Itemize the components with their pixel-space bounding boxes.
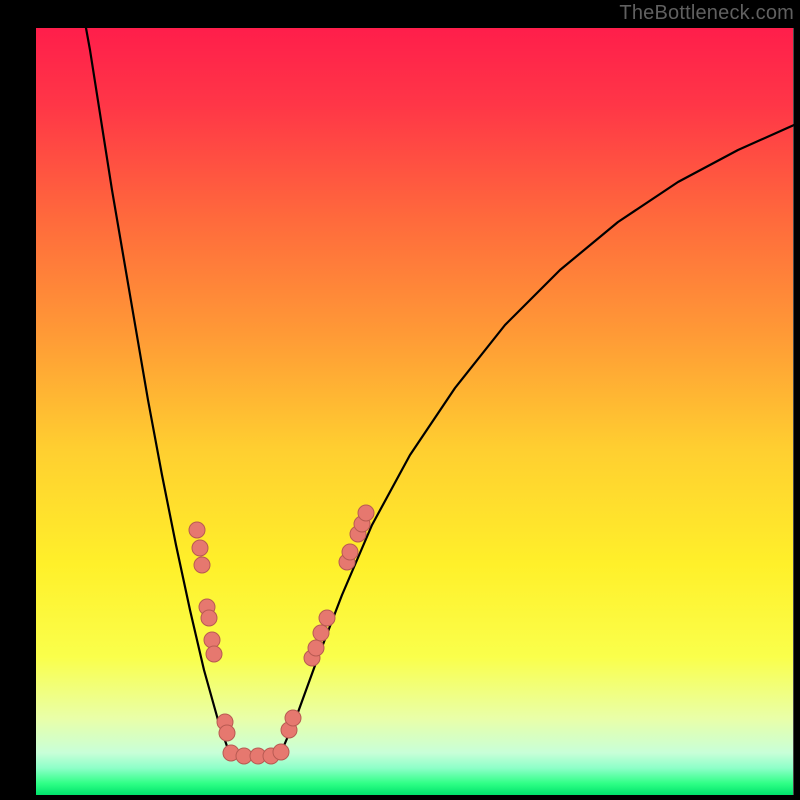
data-marker <box>358 505 374 521</box>
data-marker <box>189 522 205 538</box>
data-marker <box>219 725 235 741</box>
data-marker <box>342 544 358 560</box>
data-marker <box>313 625 329 641</box>
plot-area <box>36 28 794 795</box>
data-marker <box>285 710 301 726</box>
watermark-text: TheBottleneck.com <box>619 2 794 25</box>
v-curve-path <box>86 28 794 755</box>
data-marker <box>204 632 220 648</box>
data-marker <box>206 646 222 662</box>
data-marker <box>192 540 208 556</box>
chart-svg <box>36 28 794 795</box>
data-marker <box>319 610 335 626</box>
data-marker <box>308 640 324 656</box>
data-marker <box>273 744 289 760</box>
data-marker <box>201 610 217 626</box>
markers-group <box>189 505 374 764</box>
data-marker <box>194 557 210 573</box>
